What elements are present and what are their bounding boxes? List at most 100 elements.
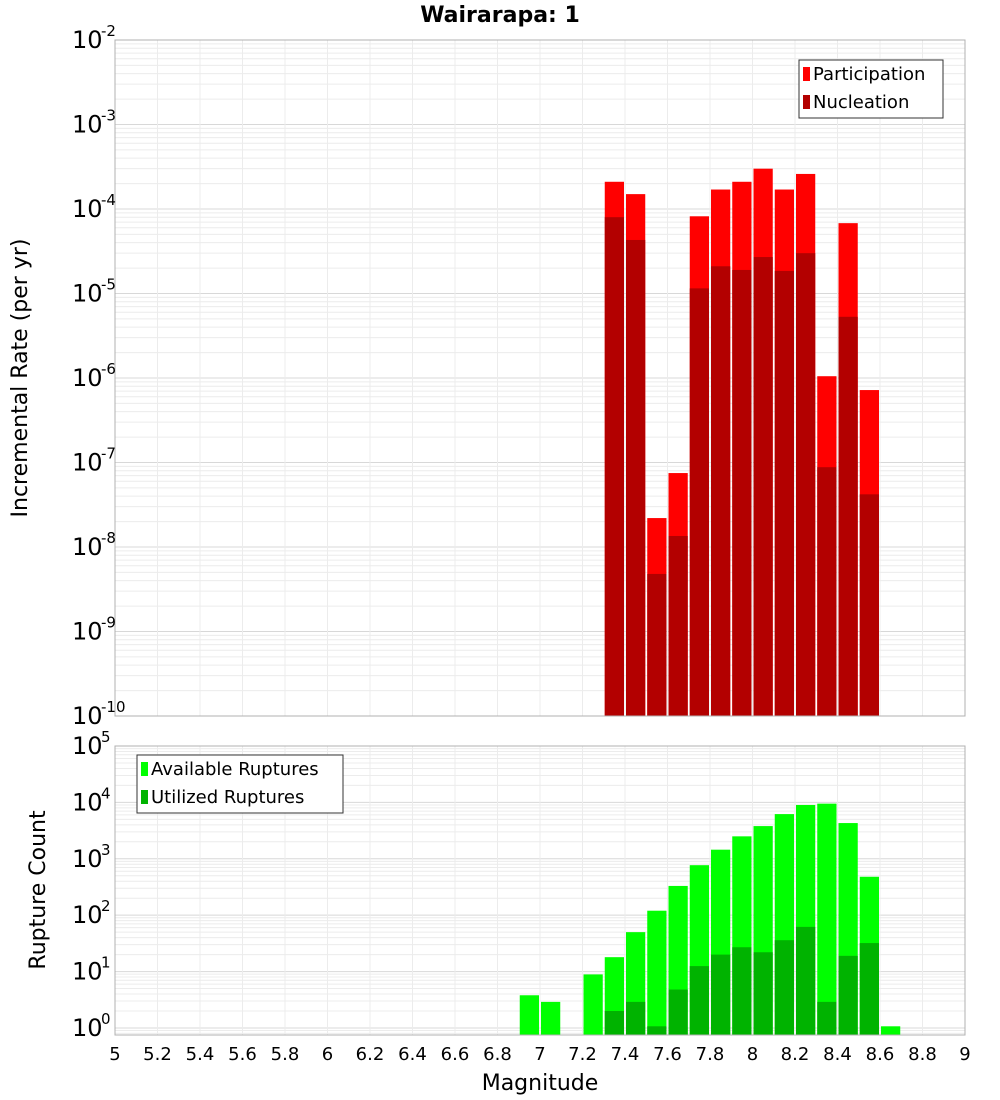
bottom-y-tick-label: 10 [72,732,103,760]
top-bar-nucleation [668,535,688,716]
x-tick-label: 5.4 [186,1044,215,1065]
bottom-bar-utilized-ruptures [711,954,731,1035]
bottom-y-tick-label: 10 [72,845,103,873]
top-bars [604,168,879,717]
bottom-bar-available-ruptures [519,995,539,1035]
bottom-y-tick-exponent: 4 [101,784,111,802]
top-bar-nucleation [753,257,773,716]
x-ticks: 5 5.2 5.4 5.6 5.8 6 6.2 6.4 6.6 6.8 7 7.2 7.4 7.6 7.8 8… [109,1044,970,1065]
x-tick-label: 9 [959,1044,970,1065]
x-axis-label: Magnitude [482,1071,599,1096]
bottom-bar-utilized-ruptures [689,966,709,1035]
bottom-bar-utilized-ruptures [774,940,794,1035]
top-y-tick-label: 10 [72,449,103,477]
top-bar-nucleation [817,467,837,716]
top-y-tick-exponent: -3 [101,107,116,125]
bottom-bar-utilized-ruptures [753,952,773,1035]
bottom-legend-swatch-utilized-ruptures [141,790,148,804]
x-tick-label: 5.6 [228,1044,257,1065]
bottom-bar-utilized-ruptures [732,947,752,1035]
top-bar-nucleation [689,288,709,716]
top-bar-nucleation [626,239,646,716]
x-tick-label: 7.2 [568,1044,597,1065]
top-y-tick-exponent: -9 [101,614,116,632]
x-tick-label: 6.4 [398,1044,427,1065]
top-bar-nucleation [796,253,816,716]
bottom-bar-available-ruptures [541,1001,561,1035]
bottom-bar-utilized-ruptures [604,1010,624,1035]
bottom-bar-utilized-ruptures [838,955,858,1035]
bottom-y-tick-label: 10 [72,958,103,986]
bottom-y-tick-exponent: 2 [101,897,111,915]
x-tick-label: 6.8 [483,1044,512,1065]
x-tick-label: 6.2 [356,1044,385,1065]
x-tick-label: 8.6 [866,1044,895,1065]
bottom-bar-available-ruptures [881,1026,901,1035]
bottom-legend-label-utilized-ruptures: Utilized Ruptures [151,787,304,808]
top-y-tick-label: 10 [72,195,103,223]
x-tick-label: 8.2 [781,1044,810,1065]
top-bar-nucleation [838,316,858,716]
bottom-bar-utilized-ruptures [647,1026,667,1035]
bottom-y-tick-exponent: 3 [101,841,111,859]
bottom-y-tick-label: 10 [72,901,103,929]
top-bar-nucleation [711,266,731,716]
x-tick-label: 8.4 [823,1044,852,1065]
top-legend-label-nucleation: Nucleation [813,92,909,113]
bottom-bar-utilized-ruptures [668,989,688,1035]
x-tick-label: 5.2 [143,1044,172,1065]
top-bar-nucleation [647,573,667,716]
top-legend: Participation Nucleation [798,59,944,119]
bottom-y-tick-exponent: 1 [101,954,111,972]
bottom-bar-utilized-ruptures [817,1001,837,1035]
bottom-legend-label-available-ruptures: Available Ruptures [151,759,319,780]
top-y-tick-label: 10 [72,111,103,139]
top-bar-nucleation [859,494,879,716]
top-y-tick-label: 10 [72,280,103,308]
bottom-y-tick-label: 10 [72,1014,103,1042]
x-tick-label: 7.8 [696,1044,725,1065]
top-y-tick-exponent: -5 [101,276,116,294]
bottom-bars [519,803,901,1035]
bottom-y-tick-label: 10 [72,788,103,816]
bottom-bar-utilized-ruptures [859,943,879,1035]
top-y-tick-exponent: -10 [101,698,126,716]
top-y-tick-label: 10 [72,533,103,561]
chart-title: Wairarapa: 1 [420,3,580,28]
bottom-legend-swatch-available-ruptures [141,762,148,776]
bottom-bar-available-ruptures [647,910,667,1035]
top-y-axis-label: Incremental Rate (per yr) [8,239,33,518]
top-y-tick-exponent: -7 [101,445,116,463]
top-legend-box [798,59,944,119]
top-bar-nucleation [774,270,794,716]
bottom-y-tick-exponent: 5 [101,728,111,746]
top-panel: 10-1010-910-810-710-610-510-410-310-2Par… [72,22,966,730]
top-legend-label-participation: Participation [813,64,925,85]
x-tick-label: 8.8 [908,1044,937,1065]
bottom-bar-available-ruptures [583,974,603,1035]
bottom-y-tick-exponent: 0 [101,1010,111,1028]
top-plot-frame [114,39,966,717]
x-tick-label: 7.6 [653,1044,682,1065]
top-bar-nucleation [732,269,752,716]
bottom-bar-utilized-ruptures [626,1001,646,1035]
bottom-legend: Available Ruptures Utilized Ruptures [136,754,344,814]
top-bar-nucleation [604,217,624,716]
top-y-tick-exponent: -4 [101,191,116,209]
top-y-tick-exponent: -2 [101,22,116,40]
bottom-legend-box [136,754,344,814]
x-tick-label: 6.6 [441,1044,470,1065]
top-y-tick-exponent: -8 [101,529,116,547]
top-y-tick-label: 10 [72,618,103,646]
x-tick-label: 7.4 [611,1044,640,1065]
bottom-plot-frame [114,745,966,1036]
x-tick-label: 7 [534,1044,545,1065]
x-tick-label: 5 [109,1044,120,1065]
bottom-bar-available-ruptures [817,803,837,1035]
top-legend-swatch-nucleation [803,95,810,109]
top-y-tick-label: 10 [72,26,103,54]
bottom-bar-utilized-ruptures [796,926,816,1035]
